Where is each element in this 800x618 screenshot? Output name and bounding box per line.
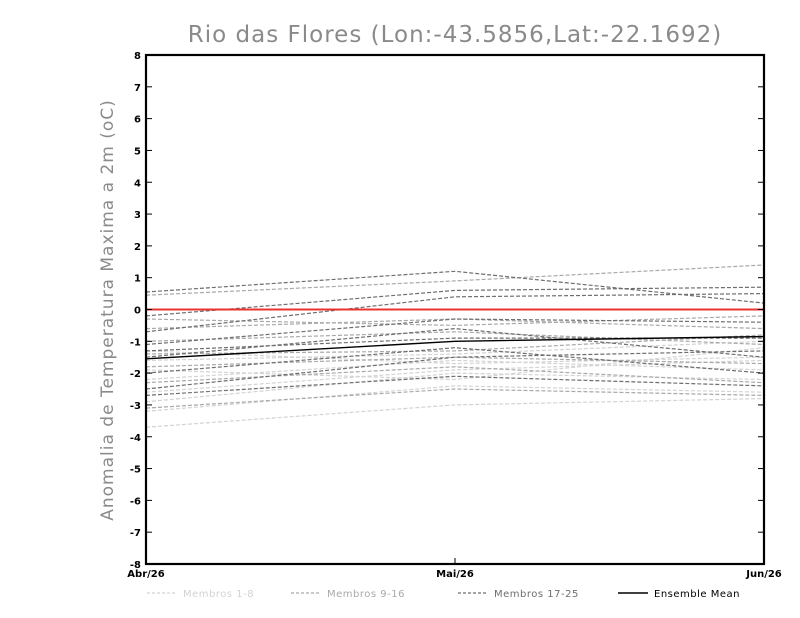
y-tick-label: 6 [134, 115, 141, 126]
series-group-3 [145, 270, 765, 396]
member-line-1-2 [145, 385, 765, 412]
legend-label-1: Membros 1-8 [183, 589, 254, 600]
legend-label-2: Membros 9-16 [327, 589, 405, 600]
y-axis: 8 7 6 5 4 3 2 1 0 -1 -2 -3 -4 -5 -6 -7 -8 [130, 51, 764, 571]
y-axis-label: Anomalia de Temperatura Maxima a 2m (oC) [98, 99, 118, 521]
y-tick-label: 5 [134, 146, 141, 157]
member-line-1-7 [145, 340, 765, 361]
chart-title: Rio das Flores (Lon:-43.5856,Lat:-22.169… [188, 22, 722, 48]
y-tick-label: 8 [134, 51, 141, 62]
y-tick-label: -4 [130, 433, 141, 444]
member-line-3-6 [145, 327, 765, 358]
y-tick-label: 1 [134, 274, 141, 285]
y-tick-label: 3 [134, 210, 141, 221]
series-group-4 [145, 335, 765, 360]
member-line-2-4 [145, 331, 765, 346]
y-tick-label: -8 [130, 560, 141, 571]
member-line-2-2 [145, 315, 765, 327]
y-tick-label: 0 [134, 306, 141, 317]
y-tick-label: 7 [134, 83, 141, 94]
member-line-2-3 [145, 318, 765, 330]
member-line-3-9 [145, 375, 765, 396]
y-tick-label: -3 [130, 401, 141, 412]
ensemble-mean-line-4-1 [145, 335, 765, 360]
legend-label-3: Membros 17-25 [494, 589, 579, 600]
member-line-3-2 [145, 286, 765, 317]
member-line-3-8 [145, 350, 765, 390]
x-tick-label: Abr/26 [127, 569, 164, 580]
member-line-2-6 [145, 356, 765, 368]
plot-area [144, 53, 766, 566]
x-tick-label: Jun/26 [745, 569, 782, 580]
y-tick-label: 2 [134, 242, 141, 253]
member-line-1-6 [145, 347, 765, 381]
y-tick-label: -7 [130, 528, 141, 539]
series-group-1 [145, 340, 765, 428]
legend-label-4: Ensemble Mean [654, 589, 740, 600]
member-line-2-1 [145, 264, 765, 296]
y-tick-label: 4 [134, 178, 141, 189]
member-line-3-1 [145, 270, 765, 304]
member-line-3-7 [145, 347, 765, 374]
member-line-3-3 [145, 293, 765, 333]
x-tick-label: Mai/26 [436, 569, 474, 580]
y-tick-label: -2 [130, 369, 141, 380]
y-tick-label: -6 [130, 496, 141, 507]
member-line-1-3 [145, 372, 765, 403]
member-line-1-8 [145, 350, 765, 365]
member-line-3-4 [145, 318, 765, 346]
member-line-3-5 [145, 337, 764, 352]
y-tick-label: -5 [130, 465, 141, 476]
member-line-1-1 [145, 398, 765, 428]
member-line-1-4 [145, 359, 765, 393]
legend: Membros 1-8 Membros 9-16 Membros 17-25 Ense… [147, 589, 740, 600]
y-tick-label: -1 [130, 337, 141, 348]
x-axis: Abr/26 Mai/26 Jun/26 [127, 558, 782, 580]
member-line-2-8 [145, 388, 765, 409]
member-line-2-7 [145, 366, 765, 384]
